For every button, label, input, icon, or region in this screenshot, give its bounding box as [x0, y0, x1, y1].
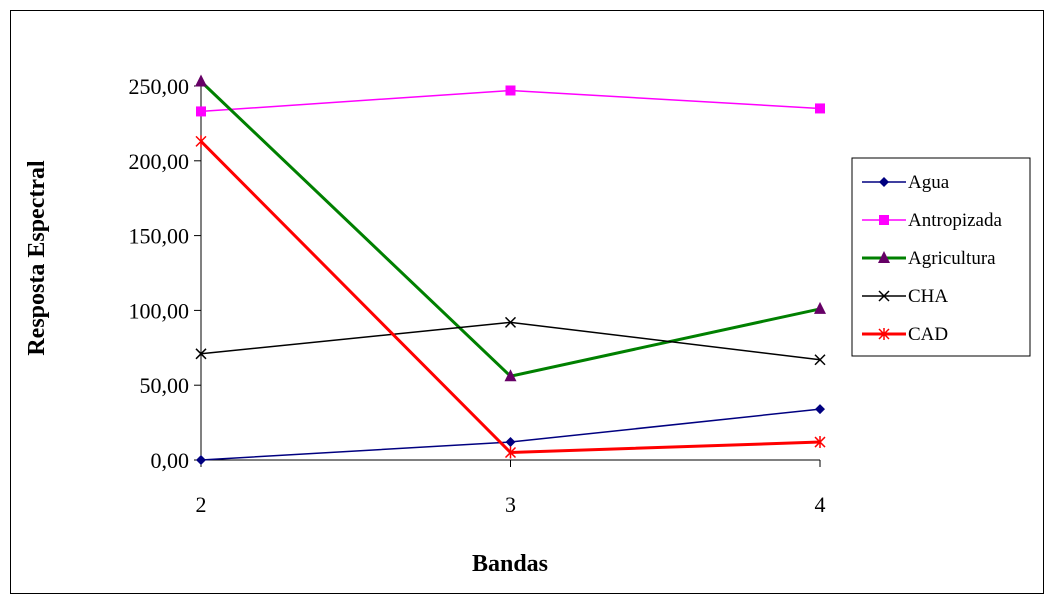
x-tick-label: 4: [815, 492, 826, 517]
legend-swatch-marker: [878, 328, 890, 340]
y-tick-label: 150,00: [129, 224, 190, 249]
legend-item-antropizada: Antropizada: [862, 210, 1002, 231]
legend-swatch-marker: [878, 290, 890, 302]
legend-swatch-marker: [878, 251, 890, 263]
x-tick-label: 3: [505, 492, 516, 517]
legend-label: Agricultura: [908, 248, 996, 269]
data-point-agricultura: [504, 369, 517, 382]
series-agua: [196, 404, 825, 465]
series-line-agricultura: [199, 80, 821, 378]
data-point-agua: [196, 455, 206, 465]
data-point-cad: [195, 135, 207, 148]
x-axis-title: Bandas: [472, 551, 548, 577]
legend-label: Antropizada: [908, 210, 1002, 231]
series-antropizada: [196, 85, 825, 117]
chart-axes: [200, 80, 820, 461]
legend-item-cad: CAD: [862, 324, 948, 345]
legend-swatch-marker: [879, 177, 889, 187]
y-tick-label: 250,00: [129, 74, 190, 99]
series-cad: [195, 135, 826, 459]
data-point-agua: [505, 437, 516, 448]
series-cha: [195, 316, 826, 366]
legend: Agua Antropizada Agricultura CHA CAD: [851, 157, 1031, 357]
y-tick-label: 200,00: [129, 149, 190, 174]
x-tick-label: 2: [196, 492, 207, 517]
legend-label: CHA: [908, 286, 948, 307]
x-ticks: 2 3 4: [196, 460, 826, 517]
data-point-agricultura: [814, 301, 826, 314]
legend-swatch-marker: [879, 215, 889, 225]
data-point-cha: [814, 354, 826, 366]
legend-item-cha: CHA: [862, 286, 948, 307]
series-agricultura: [195, 74, 826, 382]
data-point-antropizada: [505, 85, 516, 96]
data-point-antropizada: [196, 106, 206, 117]
data-point-cad: [504, 446, 517, 459]
y-tick-label: 0,00: [151, 448, 190, 473]
y-tick-label: 50,00: [140, 373, 190, 398]
data-point-agricultura: [195, 74, 207, 87]
data-point-cha: [504, 316, 517, 328]
data-point-agua: [815, 404, 825, 415]
legend-label: Agua: [908, 172, 950, 193]
data-point-antropizada: [815, 103, 825, 114]
series-line-cad: [199, 140, 821, 455]
legend-label: CAD: [908, 324, 948, 345]
data-point-cha: [195, 348, 207, 360]
y-axis-title: Resposta Espectral: [24, 160, 50, 356]
data-point-cad: [814, 436, 826, 449]
legend-item-agua: Agua: [862, 172, 950, 193]
series-group: [195, 74, 826, 465]
y-tick-label: 100,00: [129, 298, 190, 323]
legend-item-agricultura: Agricultura: [862, 248, 996, 269]
y-ticks: 0,00 50,00 100,00 150,00 200,00 250,00: [129, 74, 201, 473]
